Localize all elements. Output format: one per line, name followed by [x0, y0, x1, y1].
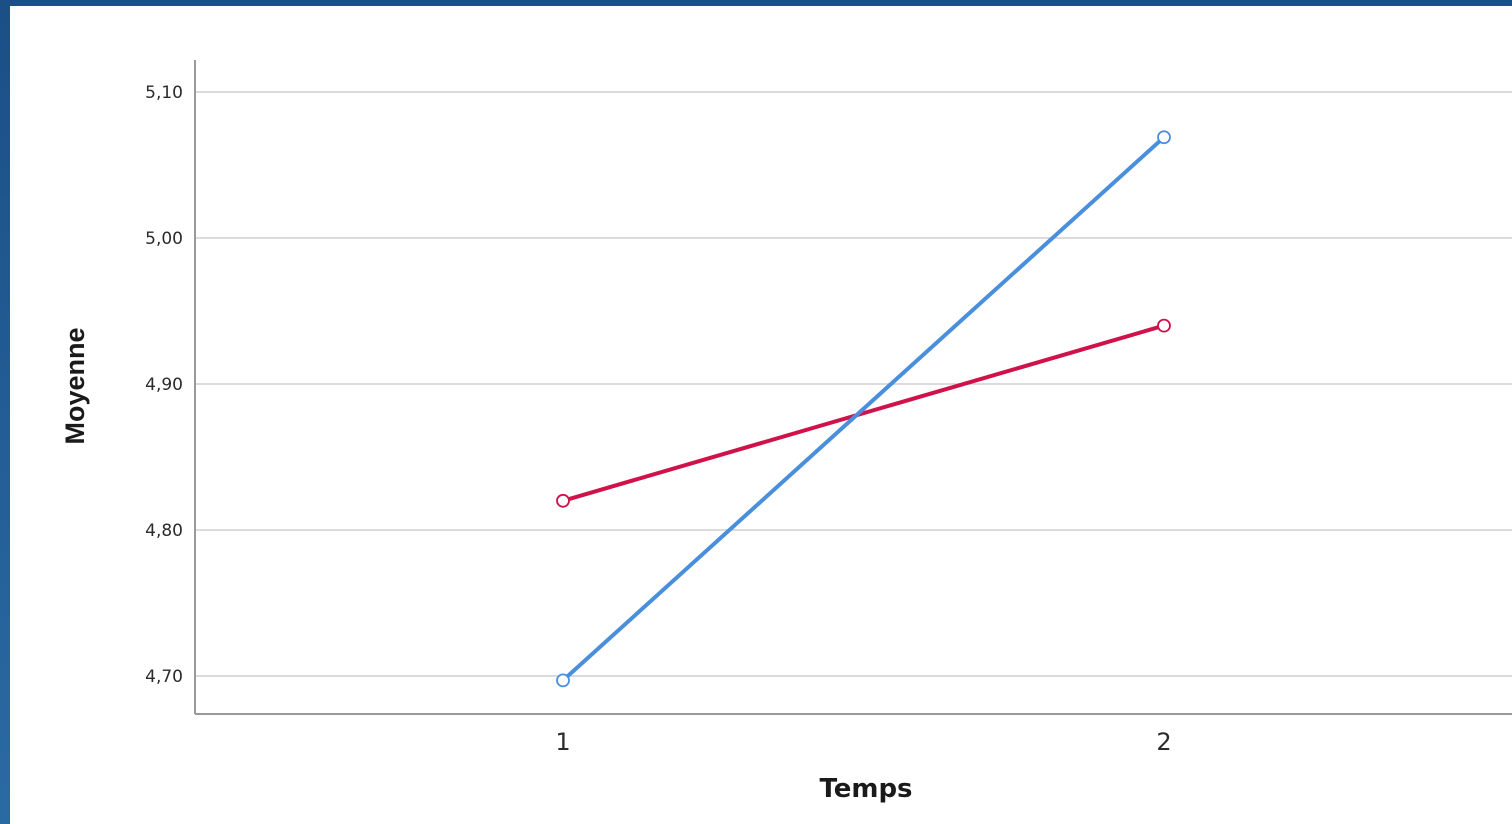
data-point [1157, 130, 1171, 145]
axes [194, 60, 1512, 715]
series-lines [556, 130, 1171, 688]
x-tick-label: 1 [555, 728, 570, 756]
series-line-1 [561, 323, 1166, 503]
y-axis-label: Moyenne [60, 327, 90, 444]
x-tick-label: 2 [1156, 728, 1171, 756]
data-point [556, 673, 570, 688]
y-tick-label: 4,70 [145, 667, 183, 687]
gridlines [195, 91, 1512, 677]
y-tick-labels: 4,70 4,80 4,90 5,00 5,10 [145, 83, 183, 687]
y-tick-label: 5,00 [145, 229, 183, 249]
y-tick-label: 4,90 [145, 375, 183, 395]
x-axis-label: Temps [819, 774, 912, 804]
series-line-2 [561, 135, 1166, 683]
data-point [1157, 318, 1171, 333]
data-point [556, 493, 570, 508]
y-tick-label: 5,10 [145, 83, 183, 103]
chart-panel [10, 6, 1512, 824]
y-tick-label: 4,80 [145, 521, 183, 541]
